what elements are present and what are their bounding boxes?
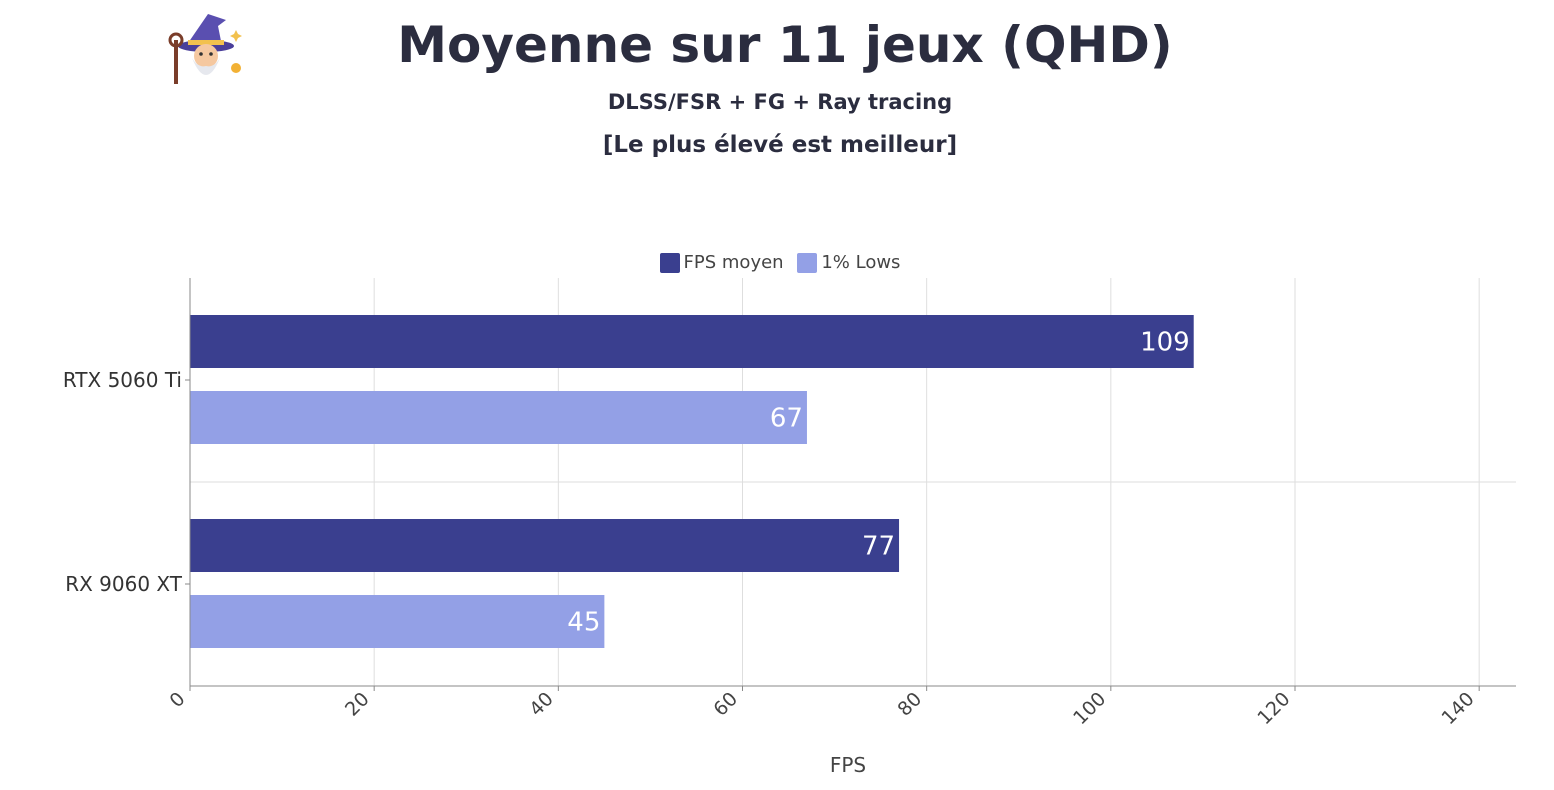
x-tick-label: 60 — [709, 688, 742, 721]
chart-title: Moyenne sur 11 jeux (QHD) — [397, 16, 1173, 74]
legend-label-fps-moyen: FPS moyen — [683, 252, 784, 273]
data-label: 77 — [862, 532, 895, 562]
legend: FPS moyen 1% Lows — [0, 252, 1554, 278]
x-tick-label: 140 — [1438, 688, 1479, 729]
x-tick-label: 120 — [1253, 688, 1294, 729]
legend-swatch-fps-moyen — [659, 252, 680, 273]
bar — [190, 315, 1194, 368]
data-label: 67 — [770, 404, 803, 434]
x-tick-label: 80 — [894, 688, 927, 721]
legend-swatch-lows — [797, 252, 818, 273]
legend-label-lows: 1% Lows — [821, 252, 901, 273]
data-label: 45 — [567, 608, 600, 638]
data-label: 109 — [1140, 328, 1190, 358]
bar — [190, 519, 900, 572]
x-tick-label: 40 — [525, 688, 558, 721]
legend-item-fps-moyen: FPS moyen — [659, 252, 784, 273]
wizard-icon — [164, 12, 250, 92]
x-axis-title: FPS — [830, 753, 866, 777]
x-tick-label: 100 — [1069, 688, 1110, 729]
category-label: RX 9060 XT — [65, 572, 183, 596]
category-label: RTX 5060 Ti — [63, 368, 182, 392]
bar — [190, 595, 605, 648]
bar — [190, 391, 807, 444]
chart-note: [Le plus élevé est meilleur] — [602, 132, 958, 158]
x-tick-label: 20 — [341, 688, 374, 721]
x-tick-label: 0 — [165, 688, 189, 712]
chart-subtitle: DLSS/FSR + FG + Ray tracing — [607, 90, 953, 114]
legend-item-lows: 1% Lows — [797, 252, 900, 273]
